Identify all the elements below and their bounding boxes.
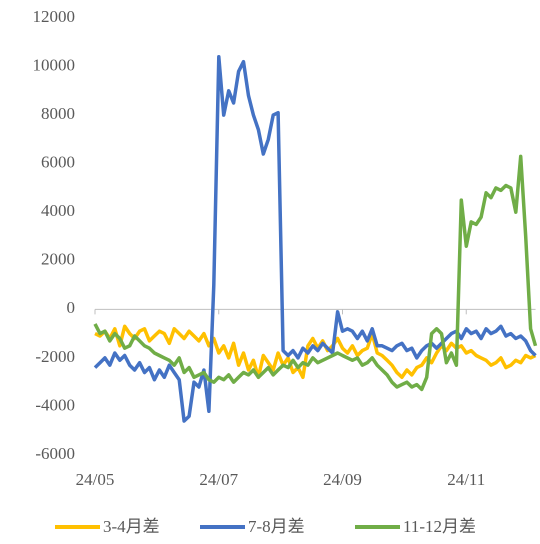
- y-tick-label: 12000: [33, 7, 76, 26]
- y-tick-label: -6000: [35, 444, 75, 463]
- x-tick-label: 24/11: [447, 470, 485, 489]
- x-tick-label: 24/09: [323, 470, 362, 489]
- y-tick-label: 2000: [41, 250, 75, 269]
- legend-label: 7-8月差: [248, 517, 305, 536]
- series-line: [93, 154, 538, 392]
- series-line: [94, 324, 537, 380]
- y-tick-label: -4000: [35, 395, 75, 414]
- y-tick-label: 8000: [41, 104, 75, 123]
- legend-label: 3-4月差: [103, 517, 160, 536]
- series-line: [93, 55, 537, 423]
- x-tick-label: 24/07: [199, 470, 238, 489]
- y-tick-label: -2000: [35, 347, 75, 366]
- x-tick-label: 24/05: [76, 470, 115, 489]
- legend-label: 11-12月差: [403, 517, 476, 536]
- y-tick-label: 0: [67, 298, 76, 317]
- y-tick-label: 4000: [41, 201, 75, 220]
- y-tick-label: 6000: [41, 153, 75, 172]
- y-tick-label: 10000: [33, 55, 76, 74]
